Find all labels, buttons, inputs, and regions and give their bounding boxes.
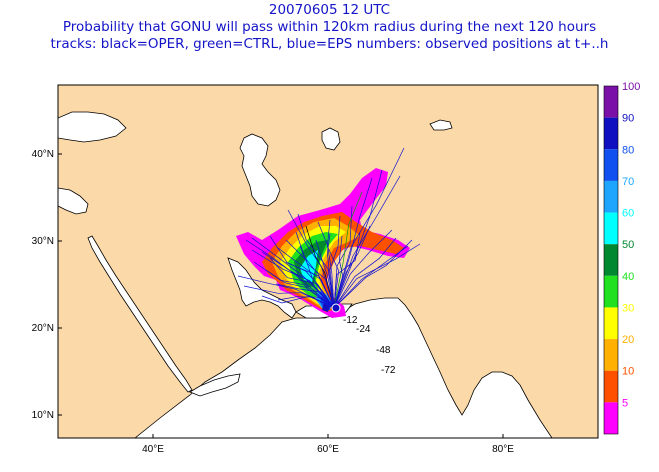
observed-positions: -12 -24 -48 -72 — [343, 315, 396, 376]
track-line — [253, 261, 335, 309]
track-line — [317, 221, 335, 309]
track-line — [333, 229, 393, 309]
observed-label-48: -48 — [376, 345, 391, 356]
track-line — [333, 175, 401, 309]
lake-balkhash — [429, 119, 453, 131]
longitude-labels: 40°E 60°E 80°E — [142, 444, 514, 455]
colorbar-swatch — [604, 370, 618, 403]
track-line — [333, 177, 373, 309]
prob-90-contour — [322, 302, 330, 312]
observed-label-72: -72 — [381, 365, 396, 376]
gulf-of-aden — [189, 373, 241, 397]
colorbar-label: 10 — [622, 366, 634, 378]
lon-label-40e: 40°E — [142, 444, 164, 455]
track-line — [297, 213, 335, 309]
track-line — [333, 169, 383, 309]
forecast-date-title: 20070605 12 UTC — [268, 2, 391, 18]
track-line — [333, 237, 397, 309]
lat-label-20n: 20°N — [32, 323, 54, 334]
lat-label-40n: 40°N — [32, 149, 54, 160]
track-line — [333, 235, 344, 309]
chart-header: 20070605 12 UTC Probability that GONU wi… — [0, 0, 659, 53]
caspian-sea — [239, 133, 281, 207]
observed-label-24: -24 — [356, 324, 371, 335]
latitude-labels: 40°N 30°N 20°N 10°N — [32, 149, 54, 421]
track-line — [251, 237, 335, 309]
track-line — [315, 239, 335, 309]
observed-label-12: -12 — [343, 315, 358, 326]
mediterranean-sea — [58, 187, 89, 215]
track-line — [329, 215, 341, 309]
colorbar-swatch — [604, 244, 618, 276]
colorbar-frame — [603, 85, 619, 435]
colorbar-swatch — [604, 86, 618, 118]
arabian-sea — [134, 297, 553, 438]
lat-label-10n: 10°N — [32, 410, 54, 421]
track-line — [333, 243, 421, 309]
map-area: -12 -24 -48 -72 — [58, 85, 598, 438]
colorbar-label: 5 — [622, 397, 628, 409]
track-line — [333, 239, 413, 309]
colorbar-swatch — [604, 180, 618, 213]
colorbar-swatch — [604, 307, 618, 340]
track-line — [243, 285, 335, 309]
probability-colorbar: 100 90 80 70 60 50 40 30 20 10 5 — [603, 81, 640, 435]
black-sea — [58, 111, 127, 143]
colorbar-label: 60 — [622, 208, 634, 220]
colorbar-label: 80 — [622, 144, 634, 156]
colorbar-label: 40 — [622, 271, 634, 283]
colorbar-swatch — [604, 117, 618, 150]
track-line — [261, 295, 335, 309]
persian-gulf — [227, 257, 297, 319]
aral-sea — [321, 127, 341, 151]
colorbar-swatch — [604, 212, 618, 245]
lat-label-30n: 30°N — [32, 236, 54, 247]
track-line — [333, 245, 409, 309]
track-legend-title: tracks: black=OPER, green=CTRL, blue=EPS… — [50, 36, 609, 52]
track-line — [326, 233, 335, 309]
track-line — [333, 231, 361, 309]
colorbar-label: 20 — [622, 334, 634, 346]
red-sea — [87, 235, 193, 393]
track-line — [285, 239, 335, 309]
colorbar-label: 30 — [622, 302, 634, 314]
colorbar-swatch — [604, 149, 618, 181]
probability-title: Probability that GONU will pass within 1… — [62, 19, 597, 35]
lon-label-80e: 80°E — [492, 444, 514, 455]
axis-ticks — [58, 153, 504, 438]
track-line — [299, 245, 335, 309]
colorbar-label: 50 — [622, 239, 634, 251]
colorbar-label: 90 — [622, 113, 634, 125]
track-line — [269, 235, 335, 309]
colorbar-swatch — [604, 275, 618, 308]
initial-position-marker — [331, 303, 341, 313]
track-line — [326, 219, 340, 309]
colorbar-label: 100 — [622, 81, 640, 93]
lon-label-60e: 60°E — [317, 444, 339, 455]
colorbar-swatch — [604, 339, 618, 371]
colorbar-label: 70 — [622, 176, 634, 188]
track-line — [333, 191, 363, 309]
track-line — [251, 249, 335, 309]
colorbar-swatch — [604, 402, 618, 434]
ensemble-tracks — [237, 147, 421, 309]
